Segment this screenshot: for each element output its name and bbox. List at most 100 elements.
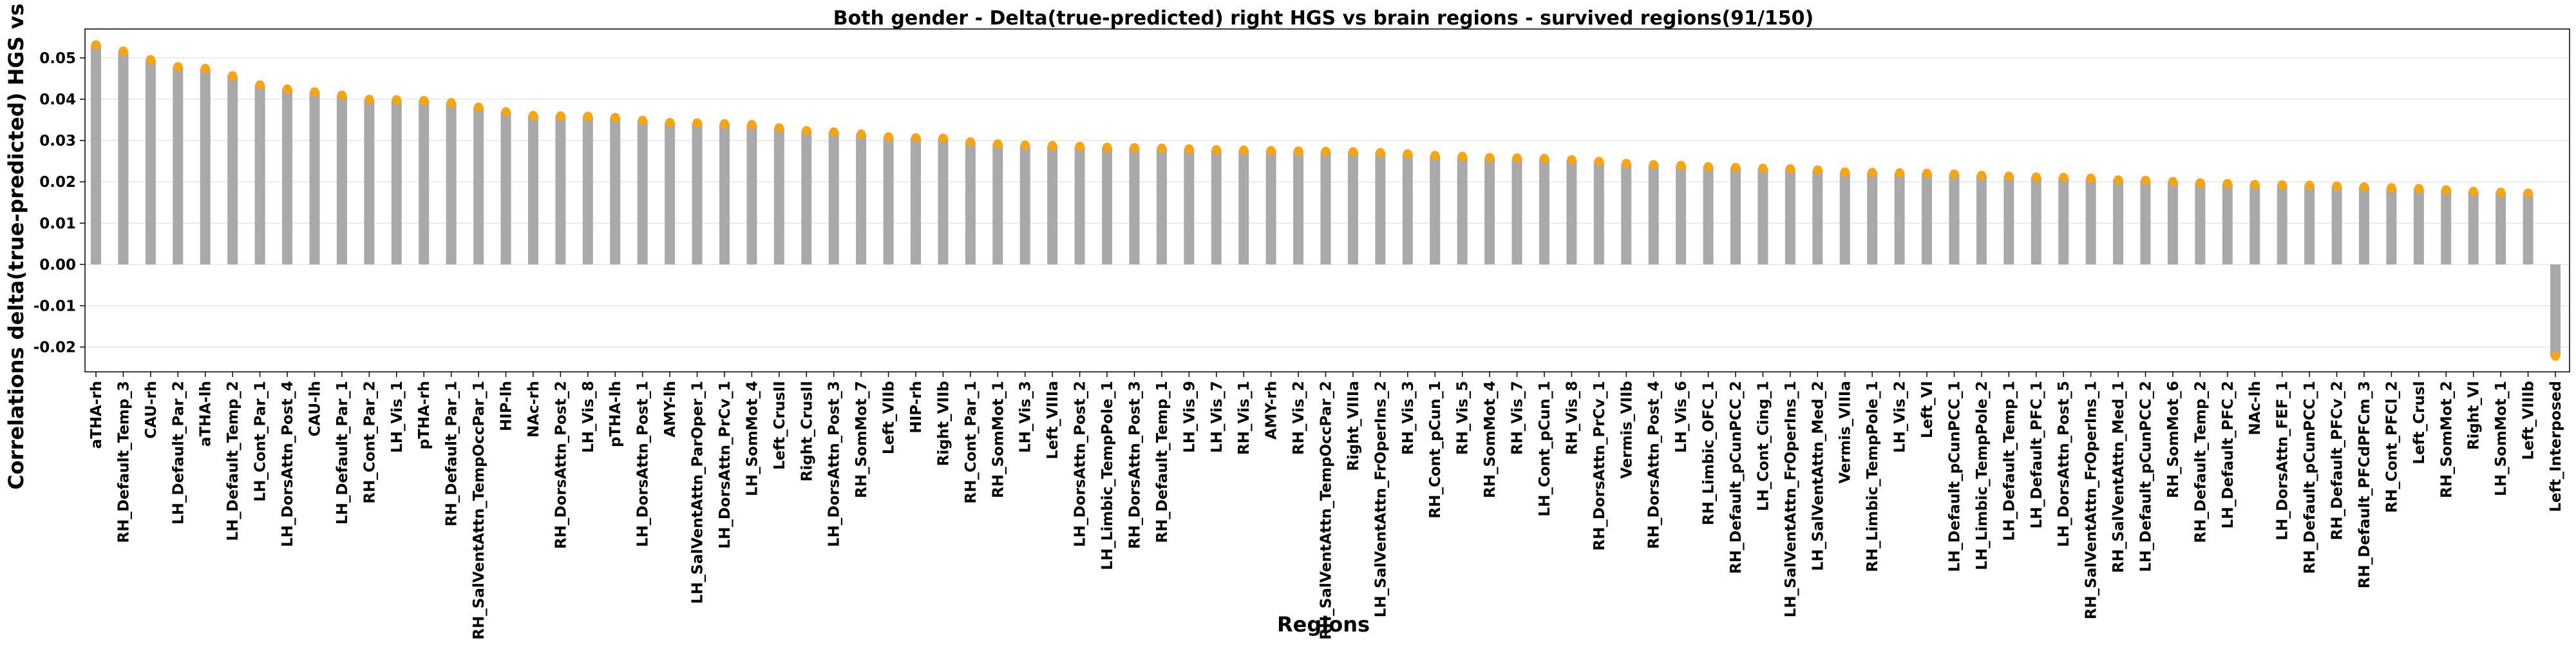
x-tick-label: LH_Vis_6 [1673,381,1690,453]
bar [2195,182,2206,265]
bar [637,120,648,265]
x-tick-label: Vermis_VIIb [1618,381,1635,479]
data-point [1567,155,1577,164]
x-tick-label: RH_Default_Temp_1 [1154,381,1171,543]
data-point [1922,168,1932,178]
bar [282,88,293,265]
data-point [1376,148,1385,157]
x-tick-label: RH_Default_Par_1 [444,381,460,526]
bar [2222,183,2233,265]
x-tick-label: Left_Interposed [2548,381,2564,512]
x-tick-label: LH_Cont_Par_1 [252,381,269,502]
bar [1621,163,1632,265]
x-tick-label: LH_SalVentAttn_FrOperIns_2 [1372,381,1389,617]
x-tick-label: LH_Default_Temp_2 [225,381,242,541]
bar [1676,165,1687,265]
bar [1484,157,1495,265]
bar [1730,167,1741,265]
y-tick-label: 0.04 [39,92,76,108]
bar [2496,192,2506,265]
data-point [2414,184,2423,193]
data-point [2031,172,2041,182]
bar [1375,152,1386,265]
bar [2413,188,2424,265]
bar [1184,148,1195,265]
x-tick-label: LH_Limbic_TempPole_1 [1099,381,1116,570]
bar [254,84,265,265]
x-tick-label: NAc-lh [2247,381,2264,436]
data-point [1485,153,1495,162]
x-tick-label: RH_DorsAttn_Post_3 [1126,381,1143,549]
x-axis-label: Regions [1277,612,1370,637]
bar [173,66,184,265]
bar [1430,155,1441,265]
data-point [2195,178,2205,188]
data-point [1895,168,1904,178]
data-point [91,40,100,50]
data-point [173,62,183,72]
data-point [2496,188,2506,197]
x-tick-label: RH_Vis_3 [1400,381,1417,455]
bar [610,117,621,265]
data-point [1430,151,1440,160]
data-point [310,87,319,97]
bar [1347,151,1358,265]
data-point [283,84,292,93]
bar [1320,151,1331,265]
bar [911,137,921,265]
bar [1566,159,1577,265]
x-tick-label: LH_DorsAttn_Post_1 [635,381,652,547]
bar [309,92,320,265]
bar [391,99,402,265]
data-point [2114,175,2123,184]
data-point [802,126,811,135]
y-tick-label: 0.05 [39,50,76,67]
data-point [228,71,238,81]
bars [91,44,2561,356]
x-tick-label: LH_Cont_pCun_1 [1537,381,1553,517]
bar [2523,193,2533,265]
data-point [528,110,538,120]
x-tick-label: LH_DorsAttn_Post_3 [826,381,843,547]
x-tick-label: Vermis_VIIIa [1837,381,1854,484]
data-point [2359,182,2369,191]
x-tick-label: RH_SalVentAttn_TempOccPar_1 [471,381,488,640]
x-tick-label: RH_SalVentAttn_TempOccPar_2 [1318,381,1335,640]
bar [828,131,839,265]
data-point [747,120,757,130]
data-point [1539,153,1549,163]
bar [1785,168,1795,265]
bar [1265,150,1276,265]
x-tick-label: RH_Default_pCunPCC_2 [1728,381,1745,574]
bar [1102,147,1113,265]
bar [2468,191,2479,265]
x-tick-label: LH_Limbic_TempPole_2 [1974,381,1991,570]
bar [2441,189,2452,265]
data-point [1731,162,1740,172]
x-tick-label: CAU-rh [143,381,160,439]
bar [446,102,457,265]
x-tick-label: LH_DorsAttn_PrCv_1 [717,381,734,549]
bar [527,115,538,265]
data-point [2332,181,2342,191]
bar [2358,186,2369,265]
x-tick-label: LH_Vis_2 [1892,381,1909,453]
bar [200,68,211,265]
bar [692,122,703,265]
bar [419,100,430,265]
x-tick-label: RH_Vis_8 [1564,381,1580,455]
x-tick-label: Right_CrusII [799,381,815,481]
bar [1867,172,1878,265]
x-tick-label: RH_Vis_2 [1291,381,1307,455]
x-tick-label: LH_Default_Par_1 [334,381,351,525]
data-point [2004,171,2014,181]
bar [719,123,730,265]
x-tick-label: RH_Limbic_OFC_1 [1701,381,1718,525]
data-point [1813,165,1823,175]
data-point [501,107,511,117]
data-point [1594,157,1604,166]
data-point [1103,142,1112,152]
data-point [857,129,866,139]
data-point [474,102,484,112]
